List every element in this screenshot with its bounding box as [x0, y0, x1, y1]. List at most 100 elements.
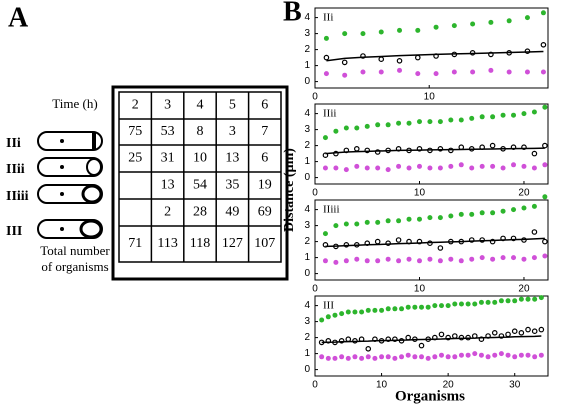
data-point — [385, 218, 391, 224]
data-point — [488, 67, 494, 73]
data-point — [339, 354, 345, 360]
data-point — [333, 223, 339, 229]
data-point — [325, 337, 332, 344]
data-point — [469, 165, 475, 171]
data-point — [505, 298, 511, 304]
data-point — [319, 354, 325, 360]
data-point — [365, 307, 371, 313]
data-point — [425, 304, 431, 310]
data-point — [323, 54, 330, 61]
x-tick-label: 0 — [312, 92, 318, 103]
data-point — [458, 211, 464, 217]
y-tick-label: 3 — [304, 316, 310, 327]
data-point — [375, 122, 381, 128]
plot-frame — [314, 295, 549, 377]
data-point — [322, 242, 329, 248]
data-point — [338, 337, 345, 344]
count-cell: 19 — [258, 178, 272, 193]
row-label: IIiii — [6, 189, 29, 204]
data-point — [532, 296, 538, 302]
y-tick-label: 0 — [304, 76, 310, 87]
count-cell: 8 — [197, 124, 204, 139]
data-point — [437, 146, 444, 152]
data-point — [490, 163, 496, 169]
data-point — [448, 163, 454, 169]
y-tick-label: 1 — [304, 348, 310, 359]
data-point — [319, 317, 325, 323]
data-point — [540, 10, 546, 16]
data-point — [406, 165, 412, 171]
data-point — [345, 355, 351, 361]
data-point — [451, 333, 458, 339]
fit-line — [326, 50, 544, 62]
data-point — [416, 216, 422, 222]
plot-frame — [314, 103, 549, 185]
data-point — [399, 306, 405, 312]
data-point — [364, 147, 371, 154]
data-point — [343, 258, 349, 264]
data-point — [479, 255, 485, 261]
count-cell: 3 — [229, 124, 236, 139]
nucleoids — [60, 139, 64, 231]
data-point — [372, 355, 378, 361]
data-point — [322, 165, 328, 171]
data-point — [518, 352, 524, 358]
data-point — [374, 149, 381, 155]
dot — [60, 165, 64, 169]
y-tick-label: 1 — [304, 156, 310, 167]
data-point — [405, 304, 411, 310]
data-point — [445, 303, 451, 309]
data-point — [341, 59, 348, 66]
data-point — [395, 237, 402, 243]
data-point — [485, 299, 491, 305]
data-point — [490, 256, 496, 262]
chart-title: III — [323, 300, 334, 312]
plot-frame — [314, 7, 549, 89]
data-point — [360, 53, 366, 59]
x-tick-label: 30 — [509, 380, 521, 391]
data-point — [500, 112, 506, 118]
time-header: 5 — [229, 98, 236, 113]
data-point — [323, 35, 329, 41]
data-point — [512, 354, 518, 360]
data-point — [521, 111, 527, 117]
data-point — [472, 351, 478, 357]
data-point — [488, 51, 494, 58]
data-point — [372, 307, 378, 313]
count-cell: 2 — [164, 205, 171, 220]
y-tick-label: 4 — [304, 300, 310, 311]
data-point — [432, 303, 438, 309]
data-point — [538, 352, 544, 358]
data-point — [397, 67, 403, 73]
count-cell: 6 — [261, 151, 268, 166]
x-tick-label: 10 — [414, 284, 426, 295]
data-point — [379, 354, 385, 360]
data-point — [511, 112, 517, 118]
chart-title: IIii — [323, 108, 336, 120]
fit-line — [325, 237, 545, 248]
data-point — [437, 215, 443, 221]
data-point — [397, 27, 403, 33]
data-point — [448, 256, 454, 262]
data-point — [540, 69, 546, 75]
data-point — [364, 258, 370, 264]
y-tick-label: 3 — [304, 220, 310, 231]
y-tick-label: 1 — [304, 60, 310, 71]
count-cell: 53 — [161, 124, 175, 139]
data-point — [505, 331, 511, 338]
data-point — [416, 146, 423, 152]
total-cell: 118 — [190, 236, 210, 251]
count-cell: 13 — [225, 151, 239, 166]
time-header: 4 — [197, 98, 204, 113]
data-point — [451, 69, 457, 75]
chart-title: IIiii — [323, 204, 340, 216]
data-point — [359, 355, 365, 361]
data-point — [512, 298, 518, 304]
data-point — [479, 210, 485, 216]
data-point — [323, 71, 329, 77]
row-label: IIi — [6, 136, 21, 151]
data-point — [406, 120, 412, 126]
data-point — [521, 163, 527, 169]
count-cell: 69 — [258, 205, 272, 220]
count-cell: 10 — [193, 151, 207, 166]
